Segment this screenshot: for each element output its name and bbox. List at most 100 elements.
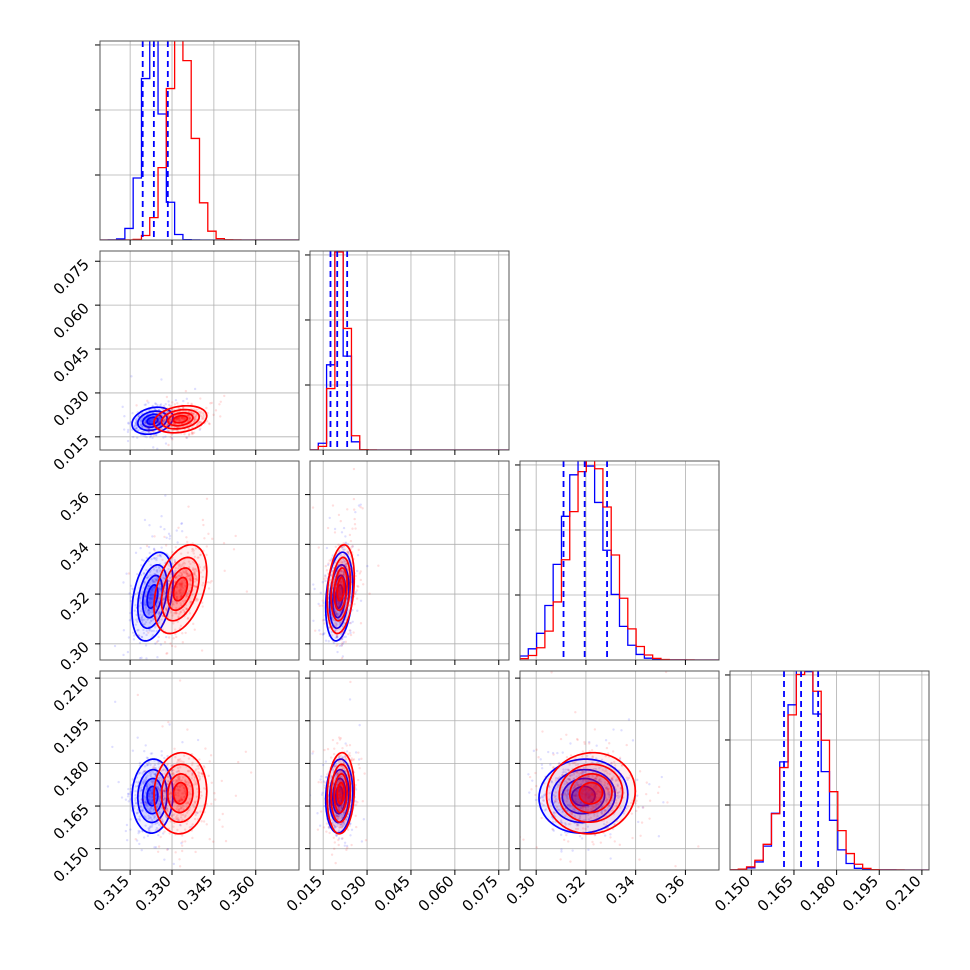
scatter-point [331, 504, 335, 507]
panel-frame [519, 460, 720, 661]
scatter-point [178, 799, 181, 802]
scatter-point [147, 693, 149, 695]
scatter-point [137, 829, 140, 833]
scatter-point [334, 610, 337, 614]
scatter-point [152, 434, 156, 437]
scatter-point [163, 418, 167, 421]
scatter-point [219, 415, 222, 418]
scatter-point [332, 580, 335, 584]
scatter-point [190, 431, 194, 434]
scatter-point [191, 432, 195, 435]
scatter-point [163, 772, 167, 776]
scatter-point [170, 436, 174, 440]
scatter-point [138, 761, 142, 765]
scatter-point [338, 589, 341, 592]
scatter-point [149, 806, 153, 809]
scatter-point [182, 609, 186, 612]
scatter-point [191, 771, 194, 775]
scatter-point [170, 644, 174, 648]
scatter-point [188, 432, 191, 436]
scatter-point [155, 640, 159, 644]
scatter-point [177, 590, 181, 593]
contour-level [141, 777, 164, 815]
scatter-point [192, 552, 196, 555]
scatter-point [359, 570, 362, 573]
scatter-point [648, 783, 651, 786]
scatter-point [208, 760, 211, 763]
scatter-point [350, 828, 354, 832]
scatter-point [223, 394, 226, 398]
scatter-point [158, 554, 162, 557]
scatter-point [198, 420, 201, 424]
scatter-point [338, 592, 342, 595]
scatter-point [158, 827, 161, 830]
scatter-point [179, 610, 183, 613]
scatter-point [199, 553, 202, 556]
scatter-point [335, 635, 339, 638]
scatter-point [151, 823, 154, 826]
scatter-point [165, 423, 169, 426]
scatter-point [155, 597, 158, 600]
scatter-point [180, 798, 184, 801]
scatter-point [177, 809, 181, 813]
y-tick-label: 0.32 [56, 588, 92, 624]
scatter-point [333, 847, 336, 851]
scatter-point [353, 602, 356, 606]
scatter-point [150, 772, 153, 776]
scatter-point [122, 653, 125, 657]
scatter-point [159, 417, 162, 421]
scatter-point [179, 574, 182, 577]
scatter-point [151, 688, 153, 690]
scatter-point [342, 620, 345, 624]
scatter-point [337, 601, 341, 604]
scatter-point [127, 800, 130, 803]
scatter-point [169, 418, 173, 422]
scatter-point [332, 836, 336, 840]
scatter-point [158, 587, 162, 591]
histogram-step [520, 461, 719, 660]
scatter-point [340, 636, 344, 639]
scatter-point [318, 824, 322, 827]
scatter-point [313, 587, 316, 591]
scatter-point [331, 618, 335, 621]
scatter-point [320, 775, 323, 778]
scatter-point [324, 781, 327, 785]
scatter-point [178, 798, 182, 801]
scatter-point [197, 421, 200, 425]
scatter-point [184, 631, 187, 635]
scatter-point [321, 604, 324, 607]
scatter-point [181, 632, 184, 635]
scatter-point [129, 818, 132, 821]
scatter-point [337, 513, 341, 517]
scatter-point [143, 582, 146, 585]
scatter-point [179, 766, 182, 769]
scatter-point [163, 789, 166, 793]
scatter-point [147, 612, 151, 615]
scatter-point [157, 762, 160, 766]
scatter-point [172, 825, 175, 828]
scatter-point [150, 557, 153, 561]
scatter-point [334, 623, 338, 626]
scatter-point [338, 586, 341, 590]
scatter-point [177, 574, 181, 577]
scatter-point [187, 434, 191, 437]
scatter-point [189, 579, 193, 582]
scatter-point [176, 769, 180, 773]
scatter-point [179, 582, 182, 586]
scatter-point [156, 447, 159, 450]
scatter-point [147, 829, 151, 833]
scatter-point [178, 785, 182, 788]
scatter-point [144, 420, 147, 424]
scatter-point [156, 554, 160, 558]
scatter-point [128, 619, 132, 622]
scatter-point [337, 594, 341, 597]
scatter-point [341, 633, 344, 636]
scatter-point [147, 585, 150, 588]
scatter-point [127, 572, 131, 575]
scatter-point [193, 572, 197, 576]
scatter-point [143, 622, 147, 626]
scatter-point [321, 633, 325, 636]
scatter-point [139, 597, 142, 600]
scatter-point [136, 620, 139, 623]
scatter-point [147, 419, 151, 423]
